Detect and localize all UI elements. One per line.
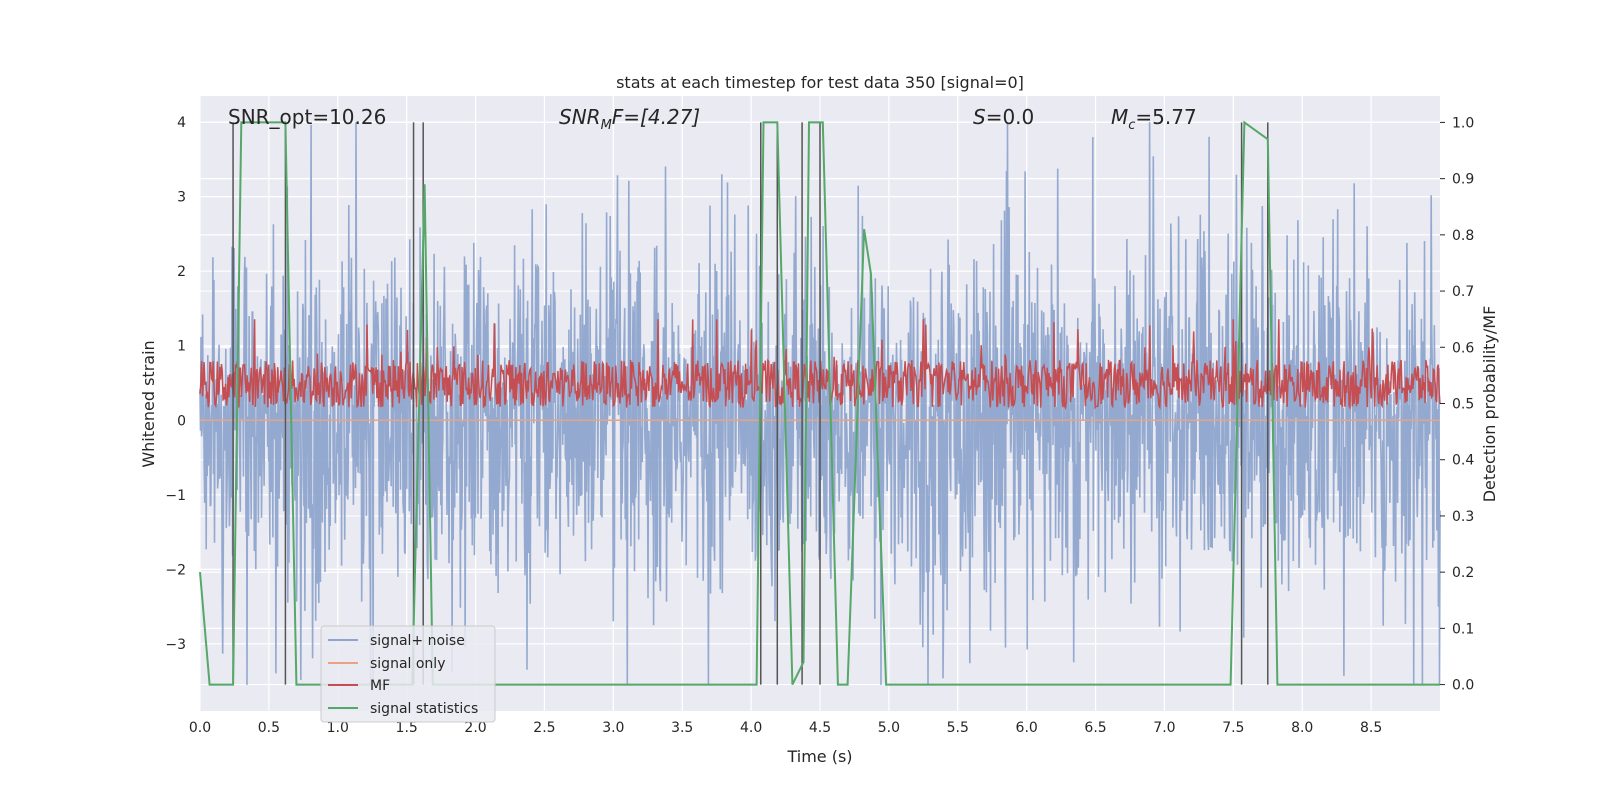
snr-opt-annotation: SNR_opt=10.26 [228, 105, 386, 129]
y-tick-label: −3 [165, 637, 186, 653]
legend-label-noise: signal+ noise [370, 633, 465, 649]
x-tick-label: 4.0 [740, 720, 762, 736]
y-right-tick-label: 0.0 [1452, 678, 1474, 694]
signal-statistics-series [199, 120, 1440, 686]
y-tick-label: 4 [177, 115, 186, 131]
y-axis-right-label: Detection probability/MF [1480, 306, 1499, 503]
chart-title: stats at each timestep for test data 350… [616, 73, 1024, 92]
y-right-tick-label: 0.3 [1452, 509, 1474, 525]
x-tick-label: 4.5 [809, 720, 831, 736]
x-tick-label: 0.5 [258, 720, 280, 736]
y-right-tick-label: 0.8 [1452, 228, 1474, 244]
y-tick-label: −1 [165, 488, 186, 504]
y-right-tick-label: 1.0 [1452, 115, 1474, 131]
x-axis-label: Time (s) [786, 747, 852, 766]
x-tick-label: 1.5 [396, 720, 418, 736]
y-right-tick-label: 0.4 [1452, 453, 1474, 469]
x-tick-label: 8.0 [1291, 720, 1313, 736]
y-tick-label: −2 [165, 562, 186, 578]
x-tick-label: 5.5 [947, 720, 969, 736]
x-tick-label: 8.5 [1360, 720, 1382, 736]
mc-annotation: Mc=5.77 [1111, 105, 1197, 133]
x-tick-label: 7.0 [1153, 720, 1175, 736]
legend-box [320, 625, 496, 723]
x-tick-label: 2.0 [464, 720, 486, 736]
signal-statistics-line [199, 120, 1440, 686]
legend-label-signal-only: signal only [370, 656, 445, 672]
legend: signal+ noise signal only MF signal stat… [320, 625, 496, 723]
y-tick-label: 0 [177, 413, 186, 429]
y-tick-label: 1 [177, 339, 186, 355]
x-tick-label: 3.0 [602, 720, 624, 736]
legend-label-mf: MF [370, 678, 390, 694]
x-tick-label: 3.5 [671, 720, 693, 736]
x-tick-label: 0.0 [189, 720, 211, 736]
y-right-tick-label: 0.7 [1452, 284, 1474, 300]
ticks: 0.0 0.5 1.0 1.5 2.0 2.5 3.0 3.5 4.0 4.5 5.0 5.5 6.0 6… [165, 115, 1474, 736]
snr-mf-annotation: SNRMF=[4.27] [559, 105, 700, 133]
x-tick-label: 7.5 [1222, 720, 1244, 736]
y-right-tick-label: 0.2 [1452, 565, 1474, 581]
x-tick-label: 5.0 [878, 720, 900, 736]
x-tick-label: 6.5 [1084, 720, 1106, 736]
s-annotation: S=0.0 [973, 105, 1034, 129]
x-tick-label: 6.0 [1016, 720, 1038, 736]
y-axis-label: Whitened strain [139, 340, 158, 467]
y-right-tick-label: 0.9 [1452, 172, 1474, 188]
y-tick-label: 3 [177, 190, 186, 206]
y-right-tick-label: 0.6 [1452, 340, 1474, 356]
legend-label-stats: signal statistics [370, 701, 478, 717]
y-right-tick-label: 0.1 [1452, 621, 1474, 637]
x-tick-label: 2.5 [533, 720, 555, 736]
y-tick-label: 2 [177, 264, 186, 280]
y-right-tick-label: 0.5 [1452, 397, 1474, 413]
x-tick-label: 1.0 [327, 720, 349, 736]
